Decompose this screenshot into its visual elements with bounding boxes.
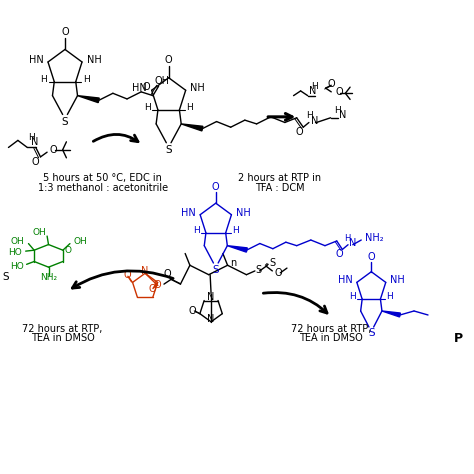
Text: HN: HN <box>338 275 353 285</box>
Text: H: H <box>349 292 356 301</box>
Text: O: O <box>367 252 375 262</box>
Polygon shape <box>228 246 247 252</box>
Text: 72 hours at RTP,: 72 hours at RTP, <box>22 324 103 334</box>
Text: NH: NH <box>191 83 205 93</box>
Text: n: n <box>230 258 236 268</box>
Text: O: O <box>32 156 40 166</box>
Text: HO: HO <box>9 248 22 257</box>
Text: HN: HN <box>28 55 43 64</box>
Text: N: N <box>311 116 318 126</box>
Text: H: H <box>186 103 193 112</box>
Text: NH: NH <box>236 208 251 218</box>
Text: S: S <box>165 145 172 155</box>
Text: HO: HO <box>10 262 24 271</box>
Text: OH: OH <box>11 237 25 246</box>
Text: OH: OH <box>73 237 87 246</box>
Text: O: O <box>148 284 156 294</box>
Text: S: S <box>3 272 9 282</box>
Text: 5 hours at 50 °C, EDC in: 5 hours at 50 °C, EDC in <box>43 173 162 183</box>
Text: NH₂: NH₂ <box>365 233 383 243</box>
Text: N: N <box>349 238 356 248</box>
Text: N: N <box>141 266 149 276</box>
Text: O: O <box>123 270 131 280</box>
Text: OH: OH <box>32 228 46 237</box>
Text: H: H <box>334 106 341 115</box>
Text: S: S <box>212 264 219 274</box>
Text: S: S <box>269 258 275 268</box>
Text: H: H <box>40 75 47 84</box>
Text: O: O <box>212 182 219 192</box>
Text: TEA in DMSO: TEA in DMSO <box>300 333 363 343</box>
Text: O: O <box>143 82 150 92</box>
Text: O: O <box>165 55 173 65</box>
Polygon shape <box>382 311 401 317</box>
Text: 2 hours at RTP in: 2 hours at RTP in <box>238 173 321 183</box>
Text: TEA in DMSO: TEA in DMSO <box>31 333 94 343</box>
Text: NH: NH <box>390 275 404 285</box>
Polygon shape <box>78 96 99 103</box>
Text: 1:3 methanol : acetonitrile: 1:3 methanol : acetonitrile <box>37 182 168 192</box>
Text: H: H <box>311 82 318 91</box>
Text: H: H <box>232 226 239 235</box>
Text: 72 hours at RTP,: 72 hours at RTP, <box>291 324 372 334</box>
Text: H: H <box>192 226 200 235</box>
Text: O: O <box>296 127 303 137</box>
Text: S: S <box>62 117 68 127</box>
Text: N: N <box>208 314 215 324</box>
Text: N: N <box>309 86 316 96</box>
Text: P: P <box>454 332 463 345</box>
Text: H: H <box>144 103 151 112</box>
Text: N: N <box>31 137 38 147</box>
Text: N: N <box>339 110 346 120</box>
Text: H: H <box>386 292 393 301</box>
Text: O: O <box>335 87 343 97</box>
Polygon shape <box>181 124 203 131</box>
Text: HN: HN <box>181 208 196 218</box>
Text: H: H <box>345 234 351 243</box>
Text: HN: HN <box>132 83 147 93</box>
Text: O: O <box>328 79 335 89</box>
Text: O: O <box>61 27 69 37</box>
Text: O: O <box>153 280 161 290</box>
Text: O: O <box>50 145 57 155</box>
Text: NH: NH <box>87 55 101 64</box>
Text: OH: OH <box>155 75 170 85</box>
Text: O: O <box>335 249 343 259</box>
Text: NH₂: NH₂ <box>40 273 57 282</box>
Text: H: H <box>28 133 35 142</box>
Text: H: H <box>306 111 313 120</box>
Text: S: S <box>368 328 374 338</box>
Text: N: N <box>208 292 215 302</box>
Text: O: O <box>164 269 171 279</box>
Text: O: O <box>189 306 197 316</box>
Text: O: O <box>275 268 283 278</box>
Text: H: H <box>83 75 90 84</box>
Text: O: O <box>64 246 71 255</box>
Text: S: S <box>256 265 262 275</box>
Text: TFA : DCM: TFA : DCM <box>255 182 304 192</box>
